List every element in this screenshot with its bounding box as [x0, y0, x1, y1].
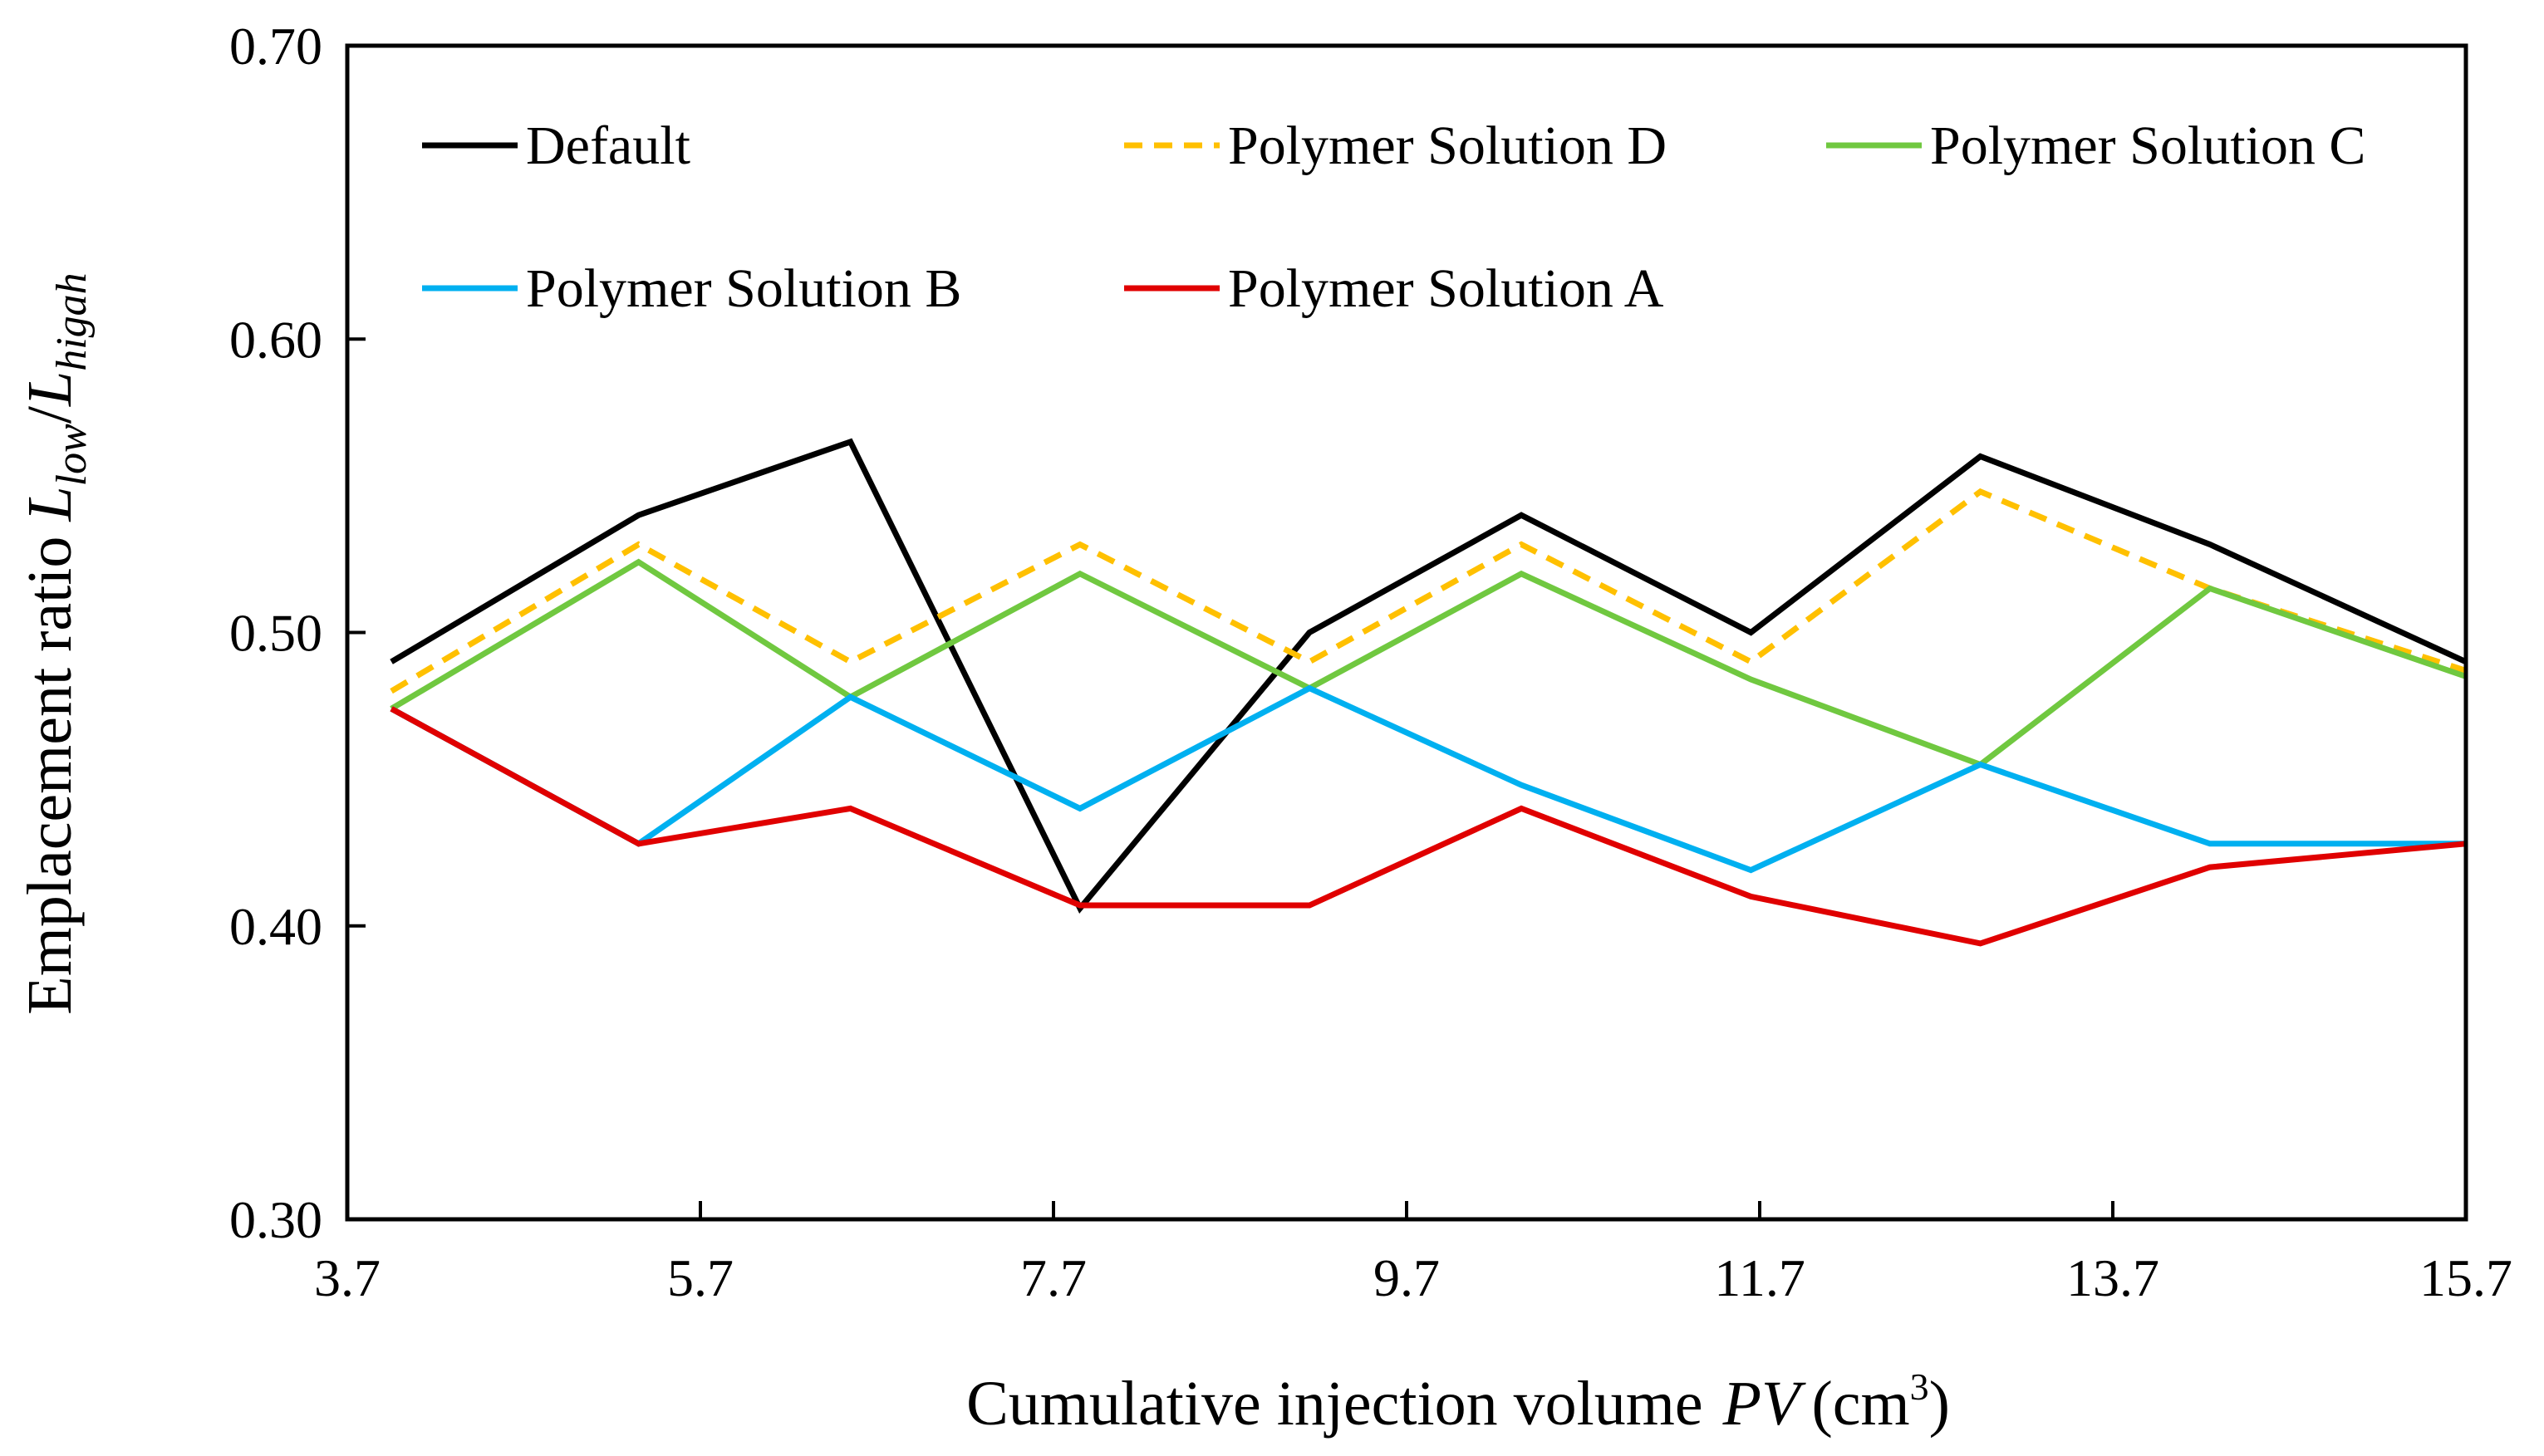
- x-tick-label-3: 9.7: [1373, 1248, 1440, 1307]
- y-axis-title-l2: L: [15, 371, 85, 407]
- y-axis-title-l2-sub: higah: [48, 272, 96, 370]
- series-line-polymer-solution-c: [390, 558, 2468, 768]
- x-axis-title-unit-close: ): [1929, 1369, 1950, 1439]
- y-tick-label-2: 0.50: [229, 604, 322, 663]
- y-axis-title-l1-sub: low: [48, 424, 96, 486]
- x-axis-title-prefix: Cumulative injection volume: [966, 1369, 1703, 1439]
- x-tick-label-5: 13.7: [2066, 1248, 2159, 1307]
- y-tick-label-4: 0.70: [229, 17, 322, 76]
- legend-label-polymer-solution-b: Polymer Solution B: [526, 258, 961, 319]
- plot-frame: [345, 43, 2468, 1222]
- legend-label-polymer-solution-c: Polymer Solution C: [1930, 115, 2365, 176]
- x-tick-label-0: 3.7: [314, 1248, 381, 1307]
- x-ticks: 3.7 5.7 7.7 9.7 11.7 13.7 15.7: [314, 1201, 2512, 1307]
- series-line-polymer-solution-d: [390, 488, 2468, 694]
- y-ticks: 0.30 0.40 0.50 0.60 0.70: [229, 17, 366, 1249]
- legend-label-polymer-solution-a: Polymer Solution A: [1228, 258, 1664, 319]
- x-axis-title-unit: (cm: [1811, 1369, 1909, 1439]
- y-axis-title-prefix: Emplacement ratio: [15, 537, 85, 1015]
- x-tick-label-6: 15.7: [2419, 1248, 2512, 1307]
- legend: Default Polymer Solution D Polymer Solutio…: [422, 115, 2365, 319]
- series-line-polymer-solution-a: [390, 706, 2467, 947]
- y-axis-title-slash: /: [15, 405, 85, 424]
- legend-label-default: Default: [526, 115, 690, 176]
- y-axis-title: Emplacement ratioLlow/Lhigah: [15, 272, 96, 1014]
- x-axis-title-variable: PV: [1722, 1369, 1806, 1439]
- y-tick-label-3: 0.60: [229, 310, 322, 369]
- y-tick-label-0: 0.30: [229, 1190, 322, 1249]
- legend-label-polymer-solution-d: Polymer Solution D: [1228, 115, 1667, 176]
- x-axis-title-unit-sup: 3: [1910, 1365, 1929, 1408]
- y-axis-title-l1: L: [15, 486, 85, 522]
- x-axis-title: Cumulative injection volume PV (cm3): [966, 1365, 1950, 1439]
- x-tick-label-2: 7.7: [1020, 1248, 1087, 1307]
- x-tick-label-1: 5.7: [667, 1248, 734, 1307]
- y-tick-label-1: 0.40: [229, 897, 322, 956]
- x-tick-label-4: 11.7: [1714, 1248, 1805, 1307]
- series-line-default: [390, 438, 2468, 914]
- series-line-polymer-solution-b: [390, 684, 2466, 874]
- series-lines: [390, 438, 2468, 947]
